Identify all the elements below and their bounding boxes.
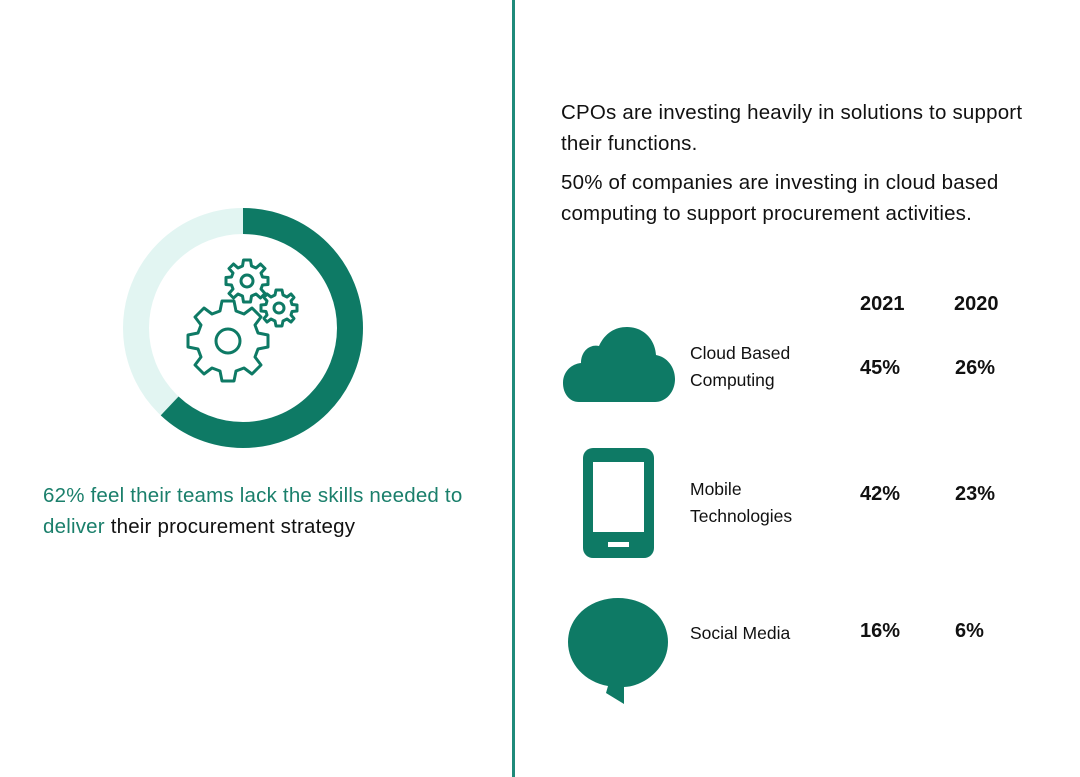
row-label-mobile: Mobile Technologies (690, 476, 792, 530)
intro-paragraph-1: CPOs are investing heavily in solutions … (561, 101, 1023, 155)
value-social-2021: 16% (860, 620, 901, 642)
row-label-social: Social Media (690, 620, 790, 647)
value-social-2020: 6% (955, 620, 984, 642)
cloud-icon (563, 327, 675, 402)
row-label-cloud: Cloud Based Computing (690, 340, 790, 394)
intro-text: CPOs are investing heavily in solutions … (561, 97, 1041, 229)
gears-icon (186, 258, 299, 383)
progress-ring (123, 208, 363, 448)
skills-gap-stat: 62% feel their teams lack the skills nee… (43, 480, 473, 542)
column-header-2020: 2020 (954, 293, 999, 315)
value-cloud-2021: 45% (860, 357, 901, 379)
stat-rest: their procurement strategy (104, 515, 356, 538)
column-header-2021: 2021 (860, 293, 905, 315)
mobile-phone-icon (583, 448, 654, 558)
label-line: Technologies (690, 506, 793, 526)
value-mobile-2020: 23% (955, 483, 996, 505)
vertical-divider (512, 0, 515, 777)
value-cloud-2020: 26% (955, 357, 996, 379)
intro-paragraph-2: 50% of companies are investing in cloud … (561, 171, 999, 225)
label-line: Computing (690, 370, 775, 390)
speech-bubble-icon (568, 598, 668, 704)
stat-highlight: 62% feel their teams lack the skills nee… (43, 484, 463, 538)
label-line: Mobile (690, 479, 742, 499)
label-line: Cloud Based (690, 343, 791, 363)
label-line: Social Media (690, 623, 791, 643)
value-mobile-2021: 42% (860, 483, 901, 505)
